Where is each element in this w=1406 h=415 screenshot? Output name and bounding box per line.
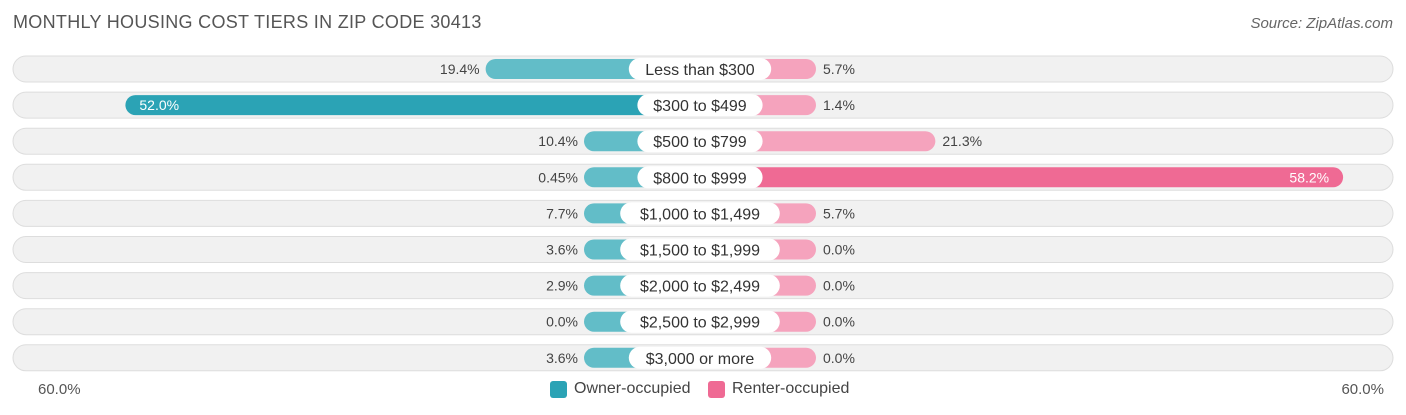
category-pill	[637, 130, 763, 153]
renter-bar	[700, 167, 1344, 188]
axis-left-label: 60.0%	[38, 381, 81, 398]
category-label: $300 to $499	[653, 98, 747, 115]
owner-value-label: 2.9%	[546, 278, 578, 294]
legend: Owner-occupied Renter-occupied	[0, 380, 1406, 402]
category-pill	[620, 238, 780, 261]
chart-title: MONTHLY HOUSING COST TIERS IN ZIP CODE 3…	[13, 12, 482, 32]
renter-value-label: 21.3%	[942, 133, 982, 149]
legend-label-renter: Renter-occupied	[732, 380, 850, 397]
chart-svg: 19.4% 5.7% Less than $300 52.0% 1.4% $300 to …	[12, 55, 1394, 372]
owner-value-label: 0.0%	[546, 314, 578, 330]
category-pill	[628, 58, 772, 80]
renter-value-label: 0.0%	[823, 350, 855, 366]
legend-item-owner: Owner-occupied	[550, 380, 691, 398]
renter-value-label: 0.0%	[823, 278, 855, 294]
axis-right-label: 60.0%	[1341, 381, 1384, 398]
renter-value-label: 1.4%	[823, 97, 855, 113]
renter-value-label: 58.2%	[1289, 169, 1329, 185]
table-row: 0.45% 58.2% $800 to $999	[12, 163, 1394, 191]
table-row: 7.7% 5.7% $1,000 to $1,499	[12, 199, 1394, 227]
legend-label-owner: Owner-occupied	[574, 380, 691, 397]
owner-value-label: 52.0%	[139, 97, 179, 113]
renter-value-label: 0.0%	[823, 314, 855, 330]
category-label: $800 to $999	[653, 170, 747, 187]
legend-swatch-renter	[708, 380, 725, 398]
category-label: $2,500 to $2,999	[640, 315, 760, 332]
renter-value-label: 5.7%	[823, 61, 855, 77]
table-row: 2.9% 0.0% $2,000 to $2,499	[12, 272, 1394, 300]
owner-value-label: 3.6%	[546, 242, 578, 258]
legend-swatch-owner	[550, 380, 567, 398]
table-row: 0.0% 0.0% $2,500 to $2,999	[12, 308, 1394, 336]
category-pill	[620, 202, 780, 225]
category-label: $1,500 to $1,999	[640, 243, 760, 260]
table-row: 19.4% 5.7% Less than $300	[12, 55, 1394, 83]
table-row: 3.6% 0.0% $3,000 or more	[12, 344, 1394, 372]
category-label: $500 to $799	[653, 134, 747, 151]
owner-value-label: 10.4%	[538, 133, 578, 149]
category-pill	[620, 274, 780, 297]
legend-item-renter: Renter-occupied	[708, 380, 849, 398]
owner-value-label: 3.6%	[546, 350, 578, 366]
renter-value-label: 5.7%	[823, 205, 855, 221]
chart-source: Source: ZipAtlas.com	[1250, 15, 1393, 32]
owner-value-label: 0.45%	[538, 169, 578, 185]
owner-value-label: 19.4%	[440, 61, 480, 77]
category-pill	[620, 310, 780, 333]
table-row: 10.4% 21.3% $500 to $799	[12, 127, 1394, 155]
table-row: 3.6% 0.0% $1,500 to $1,999	[12, 236, 1394, 263]
renter-value-label: 0.0%	[823, 242, 855, 258]
owner-bar	[125, 95, 700, 116]
category-pill	[637, 94, 763, 117]
table-row: 52.0% 1.4% $300 to $499	[12, 91, 1394, 119]
category-pill	[628, 346, 772, 369]
owner-value-label: 7.7%	[546, 205, 578, 221]
category-label: $3,000 or more	[646, 351, 755, 368]
category-label: $2,000 to $2,499	[640, 279, 760, 296]
category-pill	[637, 166, 763, 189]
category-label: $1,000 to $1,499	[640, 206, 760, 223]
category-label: Less than $300	[645, 62, 755, 79]
